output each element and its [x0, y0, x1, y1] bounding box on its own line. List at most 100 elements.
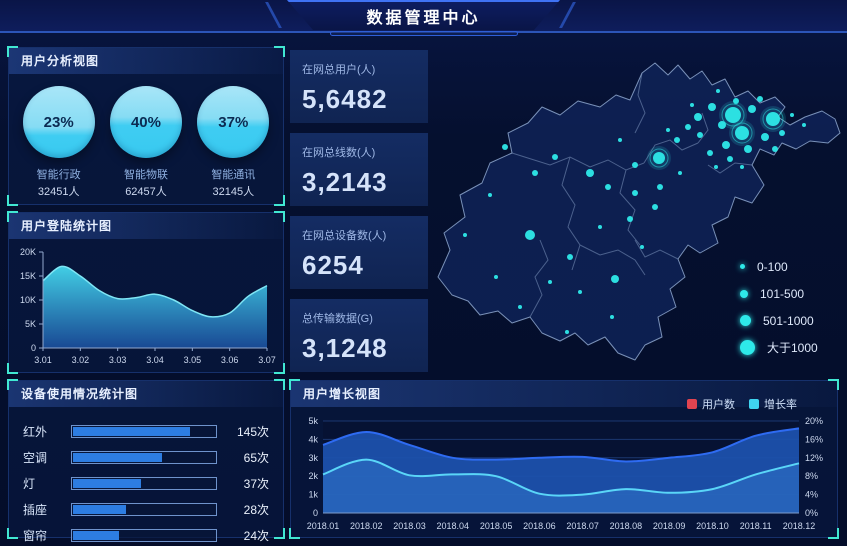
gauge-count: 32451人 [37, 186, 80, 198]
svg-text:2018.08: 2018.08 [610, 521, 643, 531]
corner-bracket [828, 528, 839, 539]
corner-bracket [828, 379, 839, 390]
kpi-value: 3,1248 [302, 333, 388, 363]
bar-fill [73, 478, 141, 488]
map-legend-item[interactable]: 0-100 [740, 253, 818, 280]
bar-row-infrared: 红外 145次 [23, 421, 269, 441]
svg-text:3.01: 3.01 [34, 355, 52, 365]
map-legend-item[interactable]: 101-500 [740, 280, 818, 307]
svg-text:2018.03: 2018.03 [393, 521, 426, 531]
bar-label: 空调 [23, 450, 48, 465]
svg-text:4k: 4k [308, 434, 318, 444]
map-legend-item[interactable]: 501-1000 [740, 307, 818, 334]
gauge-label: 智能物联 [123, 169, 168, 181]
bar-label: 红外 [23, 424, 48, 439]
bar-label: 窗帘 [23, 528, 48, 543]
panel-title: 用户增长视图 [291, 381, 837, 407]
svg-text:20%: 20% [805, 416, 823, 426]
page-title: 数据管理中心 [366, 10, 481, 27]
kpi-total-devices: 在网总设备数(人) 6254 [290, 216, 428, 289]
gauge-percent: 37% [218, 113, 249, 131]
svg-text:1k: 1k [308, 490, 318, 500]
legend-swatch-icon [749, 399, 759, 409]
svg-text:10K: 10K [20, 295, 36, 305]
svg-text:2018.07: 2018.07 [566, 521, 599, 531]
panel-title: 用户分析视图 [9, 48, 283, 74]
map-legend-item[interactable]: 大于1000 [740, 334, 818, 361]
bar-fill [73, 504, 127, 514]
svg-text:4%: 4% [805, 490, 818, 500]
corner-bracket [7, 195, 18, 206]
svg-text:2k: 2k [308, 471, 318, 481]
corner-bracket [289, 528, 300, 539]
panel-title: 用户登陆统计图 [9, 213, 283, 239]
gauge-row: 23% 智能行政 32451人 40% 智能物联 62457人 37% 智能通讯… [9, 74, 283, 199]
svg-text:15K: 15K [20, 271, 36, 281]
kpi-label: 在网总线数(人) [302, 147, 376, 159]
svg-text:0: 0 [313, 508, 318, 518]
growth-area-chart: 0 1k 2k 3k 4k 5k 0% 4% 8% 12% 16% 20% 2018.01 2018.02… [307, 416, 823, 531]
panel-device-usage: 设备使用情况统计图 红外 145次 空调 65次 灯 37次 插座 28次 [7, 379, 285, 543]
device-bar-chart: 红外 145次 空调 65次 灯 37次 插座 28次 窗帘 [9, 407, 283, 545]
bar-value: 145次 [236, 424, 269, 439]
bar-fill [73, 530, 120, 540]
bar-track [71, 476, 217, 490]
header-title-badge: 数据管理中心 [287, 0, 560, 30]
bar-value: 65次 [243, 450, 269, 465]
gauge-label: 智能行政 [36, 169, 81, 181]
kpi-value: 6254 [302, 250, 364, 280]
svg-text:0: 0 [31, 343, 36, 353]
svg-text:2018.02: 2018.02 [350, 521, 383, 531]
bar-row-aircon: 空调 65次 [23, 447, 269, 467]
corner-bracket [274, 211, 285, 222]
svg-text:16%: 16% [805, 434, 823, 444]
corner-bracket [7, 46, 18, 57]
gauge-percent: 40% [130, 113, 161, 131]
gauge-iot: 40% 智能物联 62457人 [104, 86, 188, 199]
liquid-gauge: 37% [197, 86, 270, 158]
bar-value: 28次 [243, 502, 269, 517]
growth-chart-legend: 用户数 增长率 [687, 396, 797, 412]
size-dot-icon [740, 340, 755, 355]
legend-item-growth-rate[interactable]: 增长率 [749, 396, 797, 412]
gauge-label: 智能通讯 [211, 169, 256, 181]
kpi-label: 总传输数据(G) [302, 313, 373, 325]
bar-fill [73, 426, 190, 436]
bar-fill [73, 452, 163, 462]
map-svg [437, 62, 841, 361]
svg-text:3k: 3k [308, 453, 318, 463]
legend-swatch-icon [687, 399, 697, 409]
corner-bracket [274, 379, 285, 390]
svg-text:3.04: 3.04 [146, 355, 164, 365]
gauge-percent: 23% [43, 113, 74, 131]
svg-text:2018.06: 2018.06 [523, 521, 556, 531]
bar-label: 灯 [23, 476, 36, 491]
corner-bracket [274, 46, 285, 57]
kpi-total-data: 总传输数据(G) 3,1248 [290, 299, 428, 372]
svg-text:3.05: 3.05 [184, 355, 202, 365]
panel-title: 设备使用情况统计图 [9, 381, 283, 407]
kpi-value: 5,6482 [302, 84, 388, 114]
svg-text:3.06: 3.06 [221, 355, 239, 365]
kpi-label: 在网总用户(人) [302, 64, 376, 76]
bar-row-curtain: 窗帘 24次 [23, 525, 269, 545]
corner-bracket [274, 363, 285, 374]
size-dot-icon [740, 315, 751, 326]
gauge-count: 32145人 [212, 186, 255, 198]
gauge-count: 62457人 [125, 186, 167, 198]
svg-text:5k: 5k [308, 416, 318, 426]
panel-user-growth: 用户增长视图 用户数 增长率 0 1k 2k 3k 4k 5k 0% 4% 8% 12% 16% 20… [289, 379, 839, 539]
bar-value: 24次 [243, 528, 269, 543]
bar-value: 37次 [243, 476, 269, 491]
bar-track [71, 424, 217, 438]
header-underline [330, 31, 518, 36]
svg-text:3.07: 3.07 [258, 355, 276, 365]
login-area-chart: 0 5K 10K 15K 20K 3.01 3.02 3.03 3.04 3.05 3.06 3.07 [20, 247, 276, 365]
bar-row-light: 灯 37次 [23, 473, 269, 493]
corner-bracket [7, 379, 18, 390]
corner-bracket [7, 528, 18, 539]
gauge-comms: 37% 智能通讯 32145人 [191, 86, 275, 199]
svg-text:3.03: 3.03 [109, 355, 127, 365]
legend-item-users[interactable]: 用户数 [687, 396, 735, 412]
